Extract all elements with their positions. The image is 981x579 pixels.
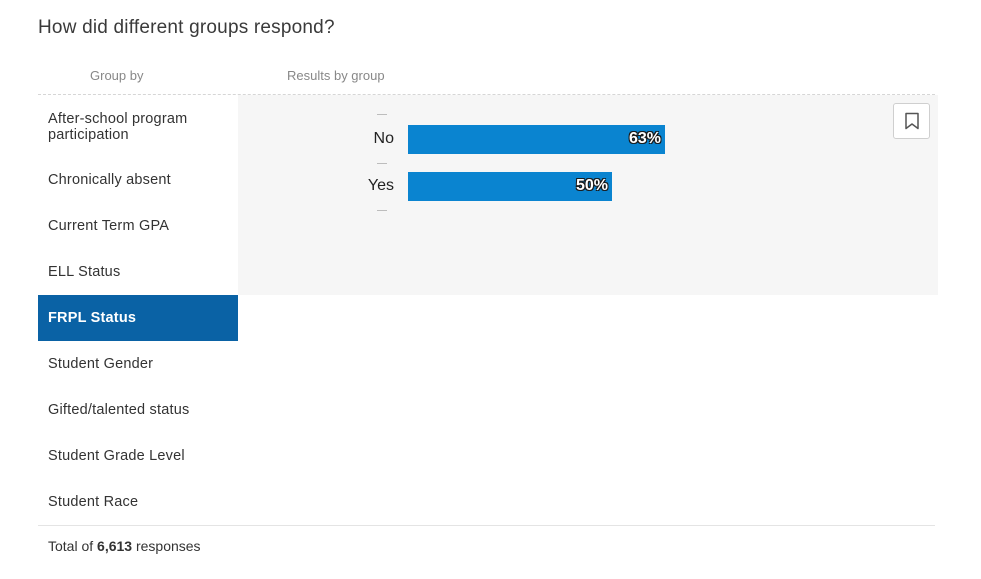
bookmark-icon [904, 112, 919, 130]
category-label-yes: Yes [367, 177, 394, 194]
sidebar-item-label: Chronically absent [48, 172, 171, 188]
chart-tick [377, 114, 387, 115]
sidebar-item-label: Current Term GPA [48, 218, 170, 234]
bar-value-no: 63% [628, 130, 661, 147]
top-divider [38, 94, 935, 95]
sidebar-item-student-grade-level[interactable]: Student Grade Level [38, 433, 238, 479]
sidebar-item-frpl-status[interactable]: FRPL Status [38, 295, 238, 341]
bar-value-yes: 50% [575, 177, 608, 194]
group-by-sidebar: After-school program participation Chron… [38, 95, 238, 525]
sidebar-item-label: Gifted/talented status [48, 402, 190, 418]
page-title: How did different groups respond? [38, 17, 335, 38]
chart-tick [377, 163, 387, 164]
total-prefix: Total of [48, 538, 94, 554]
sidebar-item-gifted-talented[interactable]: Gifted/talented status [38, 387, 238, 433]
response-total: Total of 6,613 responses [48, 538, 201, 554]
sidebar-item-label: ELL Status [48, 264, 121, 280]
sidebar-item-label: Student Race [48, 494, 139, 510]
bar-no [408, 125, 665, 154]
results-chart-panel: No 63% Yes 50% [238, 95, 938, 295]
chart-tick [377, 210, 387, 211]
sidebar-item-label: Student Grade Level [48, 448, 185, 464]
category-label-no: No [373, 130, 394, 147]
total-suffix: responses [135, 538, 201, 554]
bookmark-button[interactable] [893, 103, 930, 139]
bottom-divider [38, 525, 935, 526]
sidebar-item-chronically-absent[interactable]: Chronically absent [38, 157, 238, 203]
sidebar-item-student-race[interactable]: Student Race [38, 479, 238, 525]
results-by-group-header: Results by group [287, 68, 385, 83]
group-by-header: Group by [90, 68, 144, 83]
sidebar-item-label: After-school program participation [48, 111, 188, 143]
bar-yes [408, 172, 612, 201]
total-count: 6,613 [97, 538, 133, 554]
sidebar-item-label: FRPL Status [48, 310, 137, 326]
sidebar-item-label: Student Gender [48, 356, 154, 372]
sidebar-item-current-term-gpa[interactable]: Current Term GPA [38, 203, 238, 249]
sidebar-item-ell-status[interactable]: ELL Status [38, 249, 238, 295]
sidebar-item-student-gender[interactable]: Student Gender [38, 341, 238, 387]
sidebar-item-after-school-program[interactable]: After-school program participation [38, 95, 238, 157]
